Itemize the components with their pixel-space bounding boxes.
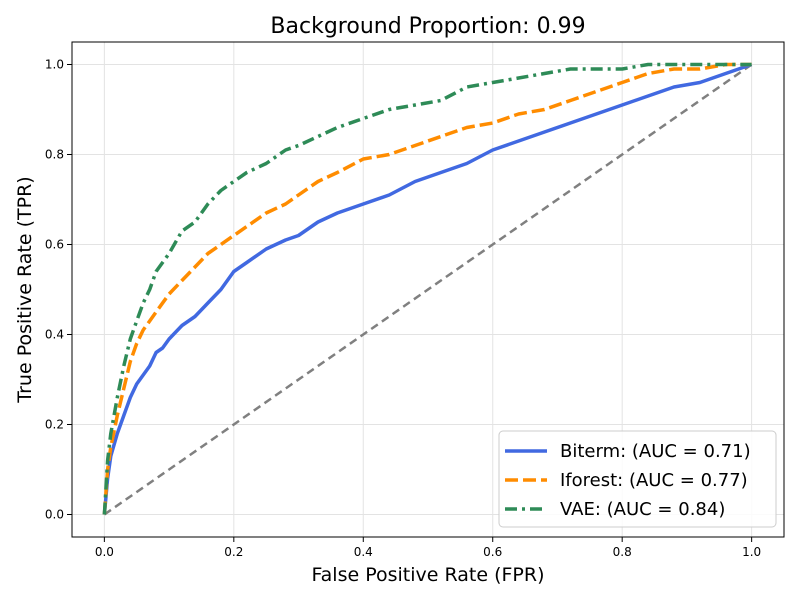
x-axis-ticks: 0.0 0.2 0.4 0.6 0.8 1.0 <box>95 537 761 559</box>
legend-box <box>498 430 777 528</box>
y-axis-ticks: 0.0 0.2 0.4 0.6 0.8 1.0 <box>45 58 72 522</box>
y-axis-label: True Positive Rate (TPR) <box>14 176 36 403</box>
legend-label-vae: VAE: (AUC = 0.84) <box>560 499 725 520</box>
grid-lines <box>72 42 784 537</box>
y-tick-label: 1.0 <box>45 58 64 72</box>
x-tick-label: 0.2 <box>224 545 243 559</box>
diagonal-layer <box>103 63 753 516</box>
x-tick-label: 1.0 <box>742 545 761 559</box>
x-tick-label: 0.0 <box>95 545 114 559</box>
legend: Biterm: (AUC = 0.71) Iforest: (AUC = 0.7… <box>498 430 777 528</box>
legend-label-biterm: Biterm: (AUC = 0.71) <box>560 441 751 462</box>
series-layer <box>102 62 753 515</box>
legend-label-iforest: Iforest: (AUC = 0.77) <box>560 470 748 491</box>
series-line-1 <box>102 62 752 515</box>
x-tick-label: 0.8 <box>613 545 632 559</box>
y-tick-label: 0.0 <box>45 508 64 522</box>
x-tick-label: 0.4 <box>354 545 373 559</box>
plot-frame <box>71 41 785 538</box>
chart-title: Background Proportion: 0.99 <box>270 14 585 39</box>
y-tick-label: 0.6 <box>45 238 64 252</box>
y-tick-label: 0.8 <box>45 148 64 162</box>
series-line-0 <box>102 62 753 515</box>
x-tick-label: 0.6 <box>483 545 502 559</box>
x-axis-label: False Positive Rate (FPR) <box>311 564 544 586</box>
y-tick-label: 0.2 <box>45 418 64 432</box>
y-tick-label: 0.4 <box>45 328 64 342</box>
chance-diagonal-line <box>103 63 753 516</box>
series-line-2 <box>102 62 752 515</box>
